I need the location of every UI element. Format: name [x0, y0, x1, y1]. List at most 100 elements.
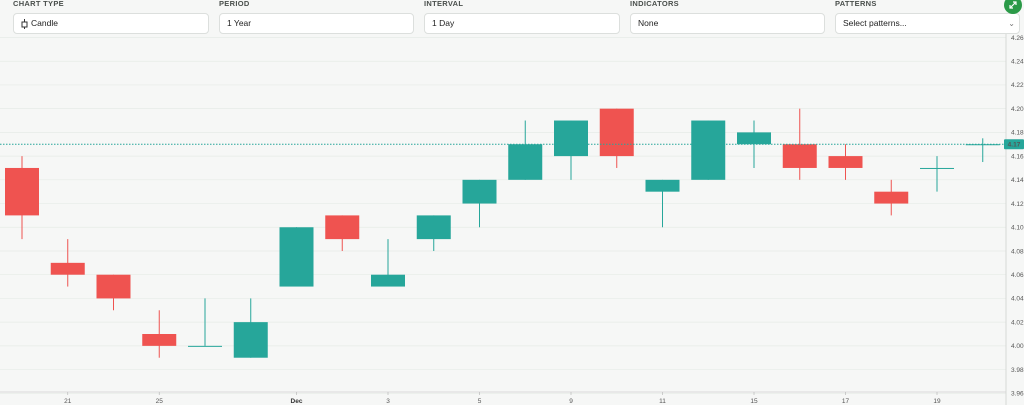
candle-body	[416, 215, 451, 240]
candle-up[interactable]	[188, 298, 222, 347]
candle-body	[5, 167, 39, 216]
y-tick-label: 4.02	[1011, 319, 1024, 326]
candle-down[interactable]	[5, 156, 39, 240]
patterns-placeholder: Select patterns...	[843, 18, 907, 28]
candle-body	[462, 179, 497, 204]
x-tick-label: 25	[156, 398, 164, 405]
candle-down[interactable]	[142, 310, 177, 358]
y-tick-label: 4.12	[1011, 201, 1024, 208]
period-label: PERIOD	[219, 0, 250, 8]
interval-select[interactable]: 1 Day	[424, 13, 620, 34]
y-tick-label: 4.04	[1011, 296, 1024, 303]
x-tick-label: Dec	[291, 398, 303, 405]
last-price-tag: 4.17	[1004, 139, 1024, 150]
candle-up[interactable]	[233, 298, 268, 358]
indicators-label: INDICATORS	[630, 0, 679, 8]
candle-body	[508, 144, 543, 180]
candle-body	[920, 167, 954, 169]
x-tick-label: 19	[933, 398, 941, 405]
candle-body	[645, 179, 680, 192]
x-tick-label: 3	[386, 398, 390, 405]
candle-down[interactable]	[874, 179, 909, 216]
chevron-down-icon: ⌄	[1008, 19, 1015, 28]
candlestick-icon	[21, 18, 28, 29]
expand-icon	[1009, 1, 1017, 9]
candle-down[interactable]	[828, 144, 863, 180]
candle-up[interactable]	[371, 239, 405, 287]
chart-type-label: CHART TYPE	[13, 0, 64, 8]
indicators-value: None	[638, 18, 659, 28]
candle-body	[782, 144, 817, 168]
y-tick-label: 4.06	[1011, 272, 1024, 279]
indicators-control: INDICATORS None	[630, 0, 825, 34]
candle-body	[965, 144, 1000, 146]
candle-body	[371, 274, 405, 287]
candle-up[interactable]	[691, 120, 726, 180]
chart-type-control: CHART TYPE Candle	[13, 0, 209, 34]
last-price-tag-bg	[1004, 139, 1024, 150]
y-tick-label: 4.24	[1011, 59, 1024, 66]
candle-body	[50, 262, 85, 275]
candle-body	[737, 132, 771, 145]
candle-body	[691, 120, 726, 180]
y-axis-labels: 3.96 3.98 4.00 4.02 4.04 4.06 4.08 4.10 4.12 4.14…	[1011, 35, 1024, 398]
candle-body	[599, 108, 634, 157]
x-axis-labels: 21 25 Dec 3 5 9 11 15 17 19	[64, 392, 941, 405]
candle-up[interactable]	[965, 138, 1000, 163]
y-tick-label: 4.26	[1011, 35, 1024, 42]
y-tick-label: 4.00	[1011, 343, 1024, 350]
interval-label: INTERVAL	[424, 0, 464, 8]
candle-body	[96, 274, 131, 299]
x-tick-label: 21	[64, 398, 72, 405]
candle-body	[142, 334, 177, 346]
candle-down[interactable]	[325, 215, 360, 251]
x-tick-label: 11	[659, 398, 666, 405]
patterns-select[interactable]: Select patterns... ⌄	[835, 13, 1020, 34]
candle-down[interactable]	[599, 108, 634, 168]
candle-body	[554, 120, 588, 157]
candle-body	[874, 191, 909, 204]
y-tick-label: 4.18	[1011, 130, 1024, 137]
indicators-select[interactable]: None	[630, 13, 825, 34]
x-tick-label: 9	[569, 398, 573, 405]
period-value: 1 Year	[227, 18, 252, 28]
candle-body	[233, 322, 268, 358]
candle-body	[188, 345, 222, 347]
y-tick-label: 4.20	[1011, 106, 1024, 113]
y-tick-label: 4.14	[1011, 177, 1024, 184]
chart-type-value: Candle	[31, 18, 58, 28]
expand-button[interactable]	[1004, 0, 1022, 14]
candle-up[interactable]	[554, 120, 588, 180]
candle-up[interactable]	[279, 227, 314, 287]
period-select[interactable]: 1 Year	[219, 13, 414, 34]
candle-down[interactable]	[782, 108, 817, 180]
period-control: PERIOD 1 Year	[219, 0, 414, 34]
y-tick-label: 3.98	[1011, 367, 1024, 374]
candle-down[interactable]	[96, 274, 131, 311]
last-price-value: 4.17	[1008, 142, 1021, 149]
y-tick-label: 4.08	[1011, 248, 1024, 255]
x-tick-label: 5	[478, 398, 482, 405]
candle-up[interactable]	[462, 179, 497, 228]
y-tick-label: 3.96	[1011, 391, 1024, 398]
interval-value: 1 Day	[432, 18, 455, 28]
candle-body	[279, 227, 314, 287]
candle-down[interactable]	[50, 239, 85, 287]
chart-type-select[interactable]: Candle	[13, 13, 209, 34]
candle-up[interactable]	[508, 120, 543, 180]
x-tick-label: 15	[750, 398, 758, 405]
candles	[5, 108, 1000, 358]
candle-body	[325, 215, 360, 240]
patterns-label: PATTERNS	[835, 0, 877, 8]
candle-up[interactable]	[416, 215, 451, 251]
grid-lines	[0, 37, 1006, 394]
candle-body	[828, 156, 863, 168]
candle-up[interactable]	[920, 156, 954, 192]
candle-up[interactable]	[645, 179, 680, 228]
patterns-control: PATTERNS Select patterns... ⌄	[835, 0, 1020, 34]
chart-controls: CHART TYPE Candle PERIOD 1 Year INTERVAL…	[0, 0, 1024, 40]
y-tick-label: 4.16	[1011, 153, 1024, 160]
interval-control: INTERVAL 1 Day	[424, 0, 620, 34]
y-tick-label: 4.10	[1011, 225, 1024, 232]
